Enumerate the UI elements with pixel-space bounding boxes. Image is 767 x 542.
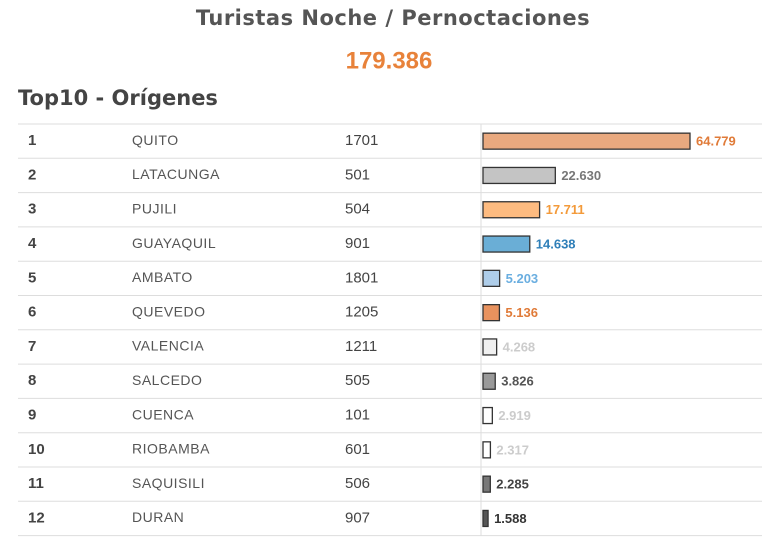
rank: 2 bbox=[28, 166, 36, 183]
rank: 4 bbox=[28, 235, 37, 252]
bar bbox=[482, 475, 491, 493]
bar bbox=[482, 235, 531, 253]
code: 1801 bbox=[345, 269, 378, 286]
value-label: 2.285 bbox=[496, 477, 529, 492]
origin: RIOBAMBA bbox=[132, 441, 210, 457]
rank: 1 bbox=[28, 132, 36, 149]
origin: PUJILI bbox=[132, 200, 177, 216]
title: Turistas Noche / Pernoctaciones bbox=[196, 6, 590, 30]
origin: LATACUNGA bbox=[132, 166, 220, 182]
subtitle: Top10 - Orígenes bbox=[18, 86, 218, 110]
rank: 9 bbox=[28, 407, 36, 424]
rank: 12 bbox=[28, 509, 45, 526]
origin: CUENCA bbox=[132, 406, 194, 422]
rank: 8 bbox=[28, 372, 36, 389]
origin: QUEVEDO bbox=[132, 303, 206, 319]
origin: DURAN bbox=[132, 509, 184, 525]
bar bbox=[482, 166, 556, 185]
value-label: 1.588 bbox=[494, 511, 527, 526]
value-label: 5.136 bbox=[505, 305, 538, 320]
value-label: 22.630 bbox=[561, 168, 601, 183]
origin: SALCEDO bbox=[132, 372, 202, 388]
code: 1205 bbox=[345, 304, 378, 321]
rank: 6 bbox=[28, 304, 36, 321]
code: 1701 bbox=[345, 132, 378, 149]
origin: VALENCIA bbox=[132, 338, 204, 354]
bar bbox=[482, 441, 492, 459]
value-label: 17.711 bbox=[546, 202, 585, 217]
bar bbox=[482, 338, 498, 356]
rank: 5 bbox=[28, 269, 36, 286]
rank: 7 bbox=[28, 338, 36, 355]
rank: 11 bbox=[28, 475, 44, 492]
code: 506 bbox=[345, 475, 370, 492]
value-label: 2.919 bbox=[498, 408, 531, 423]
bar bbox=[482, 201, 541, 219]
value-label: 5.203 bbox=[506, 271, 539, 286]
origin: AMBATO bbox=[132, 269, 193, 285]
total: 179.386 bbox=[346, 47, 433, 74]
code: 505 bbox=[345, 372, 370, 389]
origin: QUITO bbox=[132, 132, 179, 148]
code: 601 bbox=[345, 441, 370, 458]
value-label: 3.826 bbox=[501, 374, 534, 389]
code: 901 bbox=[345, 235, 370, 252]
rank: 10 bbox=[28, 441, 45, 458]
value-label: 64.779 bbox=[696, 134, 736, 149]
code: 1211 bbox=[345, 338, 377, 355]
value-label: 2.317 bbox=[496, 442, 529, 457]
value-label: 4.268 bbox=[503, 339, 536, 354]
origin: GUAYAQUIL bbox=[132, 235, 216, 251]
bar bbox=[482, 509, 489, 528]
bar bbox=[482, 406, 493, 425]
bar bbox=[482, 372, 496, 390]
code: 504 bbox=[345, 201, 370, 218]
bar bbox=[482, 132, 691, 150]
value-label: 14.638 bbox=[536, 236, 576, 251]
rank: 3 bbox=[28, 201, 36, 218]
code: 907 bbox=[345, 509, 370, 526]
code: 501 bbox=[345, 166, 370, 183]
code: 101 bbox=[345, 407, 370, 424]
origin: SAQUISILI bbox=[132, 475, 205, 491]
bar bbox=[482, 269, 501, 288]
bar bbox=[482, 303, 501, 322]
